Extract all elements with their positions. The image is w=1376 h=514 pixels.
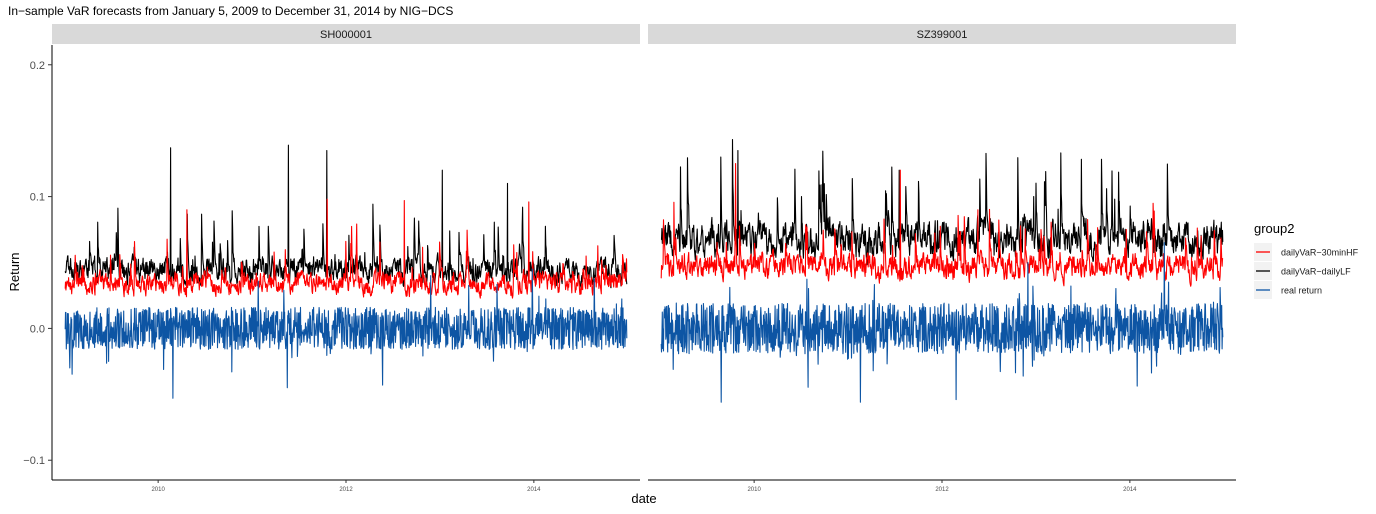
x-axis-label: date bbox=[631, 491, 656, 506]
y-tick-label: 0.0 bbox=[30, 323, 45, 335]
series-line-real-return bbox=[660, 242, 1224, 403]
legend-entry-label: dailyVaR−30minHF bbox=[1281, 248, 1359, 258]
y-tick-label: −0.1 bbox=[23, 455, 45, 467]
x-tick-label: 2014 bbox=[1123, 487, 1137, 493]
y-tick-label: 0.2 bbox=[30, 60, 45, 72]
legend-entry-label: dailyVaR−dailyLF bbox=[1281, 267, 1351, 277]
x-tick-label: 2010 bbox=[151, 487, 165, 493]
y-axis-label: Return bbox=[7, 252, 22, 291]
facet-strip-label: SH000001 bbox=[320, 29, 372, 41]
series-line-dailyvar-30minhf bbox=[660, 163, 1224, 287]
panel-sz399001: SZ399001 2010 2012 2014 bbox=[648, 24, 1236, 493]
panel-sh000001: SH000001 −0.1 0.0 0.1 0.2 2010 2012 2014 bbox=[23, 24, 640, 493]
y-tick-label: 0.1 bbox=[30, 192, 45, 204]
chart-title: In−sample VaR forecasts from January 5, … bbox=[8, 4, 453, 18]
legend-entry-label: real return bbox=[1281, 286, 1322, 296]
legend-title: group2 bbox=[1254, 221, 1294, 236]
x-tick-label: 2014 bbox=[527, 487, 541, 493]
facet-strip bbox=[52, 24, 640, 44]
x-tick-label: 2012 bbox=[935, 487, 949, 493]
series-line-real-return bbox=[64, 268, 628, 399]
series-line-dailyvar-dailylf bbox=[660, 139, 1224, 266]
facet-strip-label: SZ399001 bbox=[917, 29, 968, 41]
x-tick-label: 2010 bbox=[747, 487, 761, 493]
x-tick-label: 2012 bbox=[339, 487, 353, 493]
facet-strip bbox=[648, 24, 1236, 44]
series-line-dailyvar-30minhf bbox=[64, 198, 628, 299]
